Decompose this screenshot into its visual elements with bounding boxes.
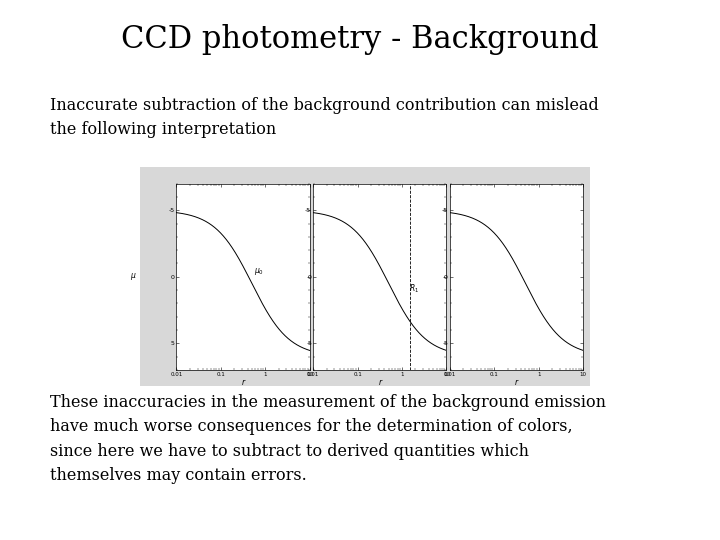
Text: CCD photometry - Background: CCD photometry - Background: [121, 24, 599, 55]
X-axis label: r: r: [515, 379, 518, 387]
X-axis label: r: r: [378, 379, 382, 387]
Text: $R_1$: $R_1$: [409, 282, 419, 295]
Text: Inaccurate subtraction of the background contribution can mislead
the following : Inaccurate subtraction of the background…: [50, 97, 599, 138]
Text: $\mu_0$: $\mu_0$: [253, 266, 264, 277]
Text: $\mu$: $\mu$: [130, 271, 136, 282]
X-axis label: r: r: [241, 379, 245, 387]
Text: These inaccuracies in the measurement of the background emission
have much worse: These inaccuracies in the measurement of…: [50, 394, 606, 484]
